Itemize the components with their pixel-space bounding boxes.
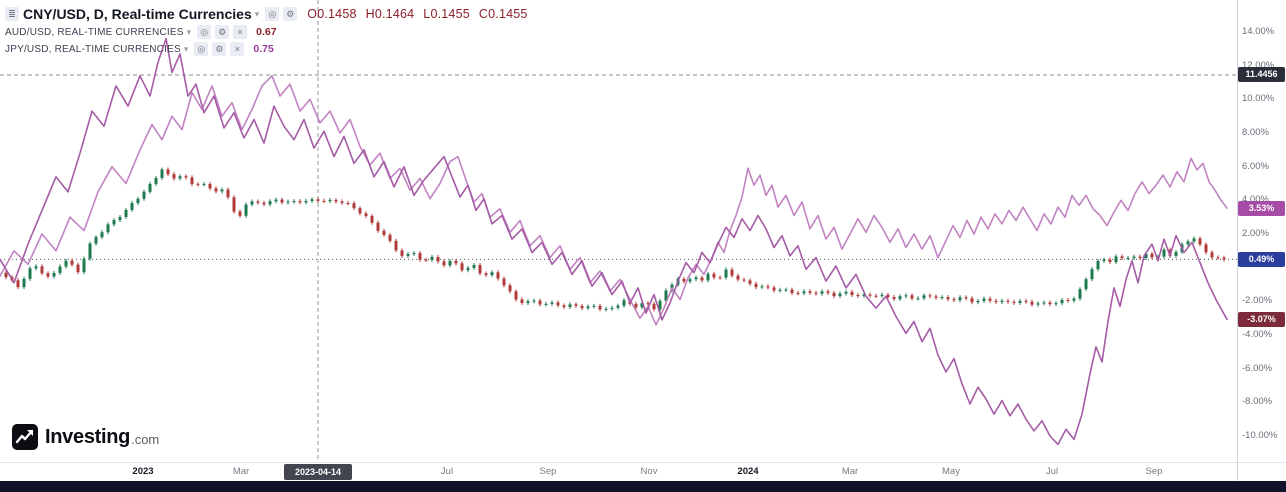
logo-brand-text: Investing [45, 425, 131, 448]
overlay-title-aud[interactable]: AUD/USD, REAL-TIME CURRENCIES [5, 26, 184, 38]
chevron-down-icon[interactable]: ▾ [183, 43, 189, 54]
x-axis-tick: Sep [539, 466, 557, 477]
overlay-title-jpy[interactable]: JPY/USD, REAL-TIME CURRENCIES [5, 43, 181, 55]
visibility-icon[interactable]: ◎ [265, 7, 280, 21]
x-axis-tick: Jul [1045, 466, 1059, 477]
investing-logo[interactable]: Investing .com [12, 424, 159, 450]
x-axis-tick: May [942, 466, 960, 477]
close-icon[interactable]: × [230, 42, 245, 56]
investing-logo-icon [12, 424, 38, 450]
overlay-value-aud: 0.67 [256, 26, 277, 38]
x-axis-tick: Jul [440, 466, 454, 477]
y-axis-tick: 8.00% [1242, 127, 1269, 138]
x-axis-tick: Mar [232, 466, 250, 477]
ohlc-values: O0.1458 H0.1464 L0.1455 C0.1455 [307, 7, 536, 21]
overlay-row-jpy: JPY/USD, REAL-TIME CURRENCIES ▾ ◎ ⚙ × 0.… [5, 42, 537, 56]
chart-legend: ≣ CNY/USD, D, Real-time Currencies ▾ ◎ ⚙… [5, 6, 537, 59]
y-axis-tick: 10.00% [1242, 93, 1275, 105]
level-price-badge: 11.4456 [1238, 67, 1285, 83]
x-axis-tick: Sep [1145, 466, 1163, 477]
high-value: H0.1464 [365, 7, 415, 21]
close-value: C0.1455 [478, 7, 528, 21]
date-badge: 2023-04-14 [284, 464, 352, 480]
price-chart[interactable] [0, 0, 1286, 481]
main-symbol-row: ≣ CNY/USD, D, Real-time Currencies ▾ ◎ ⚙… [5, 6, 537, 22]
x-axis-tick: 2023 [132, 466, 154, 477]
y-axis-tick: -8.00% [1242, 396, 1273, 408]
bottom-bar [0, 481, 1286, 492]
y-axis-tick: 12.00% [1242, 59, 1275, 71]
cny-change-badge: 0.49% [1238, 251, 1285, 267]
visibility-icon[interactable]: ◎ [194, 42, 209, 56]
open-value: O0.1458 [307, 7, 357, 21]
symbol-title[interactable]: CNY/USD, D, Real-time Currencies [23, 6, 252, 22]
y-axis-tick: 14.00% [1242, 26, 1275, 37]
settings-icon[interactable]: ⚙ [212, 42, 227, 56]
x-axis-tick: Mar [841, 466, 859, 477]
y-axis-tick: -6.00% [1242, 362, 1273, 374]
logo-suffix-text: .com [131, 431, 160, 447]
low-value: L0.1455 [423, 7, 470, 21]
visibility-icon[interactable]: ◎ [197, 25, 212, 39]
y-axis-tick: -10.00% [1242, 430, 1278, 441]
overlay-value-jpy: 0.75 [253, 43, 274, 55]
chevron-down-icon[interactable]: ▾ [186, 26, 192, 37]
aud-change-badge: 3.53% [1238, 200, 1285, 216]
y-axis-tick: 2.00% [1242, 228, 1269, 239]
overlay-row-aud: AUD/USD, REAL-TIME CURRENCIES ▾ ◎ ⚙ × 0.… [5, 25, 537, 39]
y-axis-tick: 6.00% [1242, 160, 1269, 172]
settings-icon[interactable]: ⚙ [283, 7, 298, 21]
x-axis-tick: 2024 [737, 466, 759, 477]
jpy-change-badge: -3.07% [1238, 311, 1285, 327]
y-axis-tick: -2.00% [1242, 295, 1273, 307]
y-axis-tick: -4.00% [1242, 329, 1273, 340]
y-axis-tick: 4.00% [1242, 194, 1269, 206]
chevron-down-icon[interactable]: ▾ [254, 8, 260, 19]
close-icon[interactable]: × [233, 25, 248, 39]
x-axis-tick: Nov [640, 466, 658, 477]
settings-icon[interactable]: ⚙ [215, 25, 230, 39]
panel-menu-icon[interactable]: ≣ [5, 7, 19, 21]
